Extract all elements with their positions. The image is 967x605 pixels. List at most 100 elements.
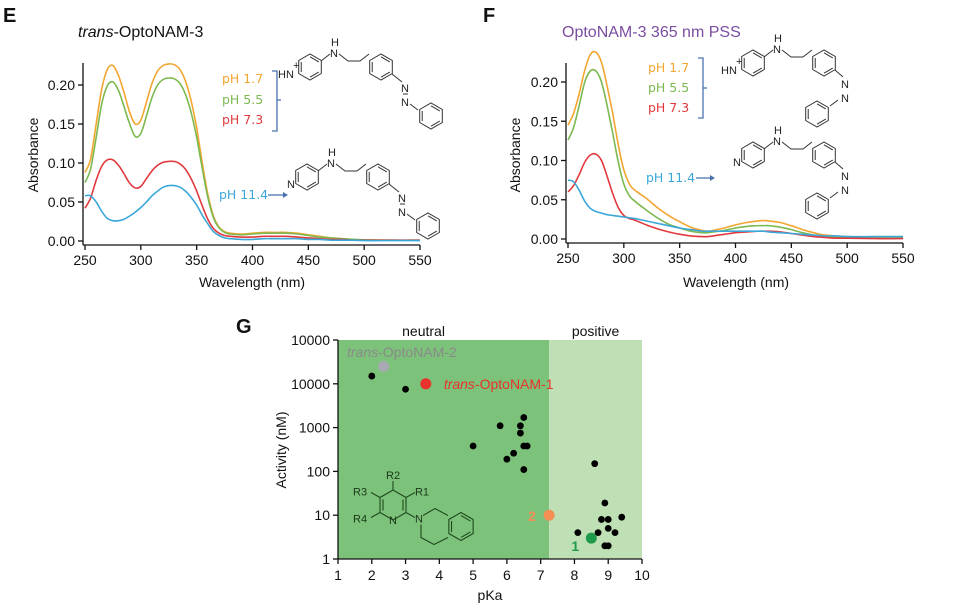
nh-h-label: H — [331, 37, 339, 49]
panel-f-title: OptoNAM-3 365 nm PSS — [562, 24, 741, 41]
double-bond — [752, 52, 763, 59]
data-point — [523, 442, 531, 450]
hn-label: HN — [721, 65, 737, 77]
series-line-ph-7-3 — [84, 158, 420, 242]
legend-bracket — [698, 57, 707, 119]
panel-f-curves — [567, 50, 904, 240]
panel-e-curves — [84, 63, 421, 242]
y-tick-label: 10 — [314, 507, 330, 523]
legend-ph-1-7: pH 1.7 — [222, 71, 263, 86]
double-bond — [460, 531, 471, 538]
highlight-label-1: 1 — [571, 538, 579, 554]
y-tick-label: 0.05 — [531, 192, 558, 208]
data-point — [510, 449, 518, 457]
x-tick-label: 500 — [835, 250, 859, 266]
n-label: N — [287, 179, 295, 191]
x-tick-label: 300 — [612, 250, 636, 266]
legend-ph-1-7: pH 1.7 — [648, 60, 689, 75]
x-tick-label: 5 — [469, 567, 477, 583]
right-arrow-icon — [268, 192, 288, 198]
bond — [320, 53, 331, 62]
n-label: N — [733, 157, 741, 169]
panel-f-axes: 250 300 350 400 450 500 550 0.00 0.05 0.10 0.15 0.2… — [531, 63, 915, 266]
region-positive — [549, 340, 642, 559]
bond — [405, 512, 416, 518]
data-point — [601, 499, 609, 507]
legend-ph-11-4: pH 11.4 — [219, 187, 268, 202]
y-tick-label: 10000 — [291, 332, 330, 348]
series-line-ph-11-4 — [567, 179, 903, 238]
data-point — [611, 529, 619, 537]
y-tick-label: 0.00 — [531, 231, 558, 247]
pyridine-ring — [298, 53, 322, 81]
double-bond — [816, 195, 827, 202]
panel-g: G neutral positive R1 R2 R3 R4 N N 1 2 3 4 5 6 7 8 9 10… — [236, 316, 650, 603]
thiq-n-label: N — [415, 514, 423, 526]
y-tick-label: 0.00 — [48, 233, 75, 249]
panel-letter-e: E — [3, 5, 16, 27]
label-italic: trans — [347, 344, 378, 360]
panel-letter-g: G — [236, 316, 252, 338]
data-point — [517, 422, 524, 430]
nh-n-label: N — [773, 44, 781, 56]
double-bond — [816, 210, 827, 217]
data-point — [469, 442, 477, 450]
double-bond — [752, 144, 763, 151]
plus-label: + — [293, 60, 299, 72]
double-bond — [752, 159, 763, 166]
pyridine-ring — [741, 141, 765, 169]
double-bond — [460, 515, 471, 522]
x-tick-label: 250 — [73, 252, 97, 268]
x-tick-label: 400 — [241, 252, 265, 268]
panel-e: E trans-OptoNAM-3 250 300 350 400 450 500 550 0… — [3, 5, 443, 290]
y-tick-label: 0.05 — [48, 194, 75, 210]
double-bond — [752, 67, 763, 74]
panel-g-points — [368, 372, 626, 550]
r1-label: R1 — [415, 487, 429, 499]
x-tick-label: 400 — [724, 250, 748, 266]
ring-bonds — [422, 507, 449, 516]
data-point — [618, 513, 626, 521]
series-line-ph-5-5 — [84, 77, 421, 242]
y-tick-label: 10000 — [291, 376, 330, 392]
data-point — [594, 529, 602, 537]
series-line-ph-1-7 — [567, 50, 904, 239]
terminal-phenyl-ring — [805, 100, 829, 128]
legend-ph-7-3: pH 7.3 — [648, 100, 689, 115]
data-point — [574, 529, 582, 537]
r2-label: R2 — [386, 470, 400, 482]
plus-label: + — [736, 56, 742, 68]
x-tick-label: 250 — [556, 250, 580, 266]
ethyl-chain — [335, 163, 367, 172]
nh-h-label: H — [774, 33, 782, 45]
ethyl-chain — [338, 53, 370, 62]
panel-e-xlabel: Wavelength (nm) — [199, 274, 305, 290]
bond — [829, 99, 839, 107]
double-bond — [427, 215, 438, 222]
phenyl-ring — [812, 141, 836, 169]
y-tick-label: 0.10 — [531, 153, 558, 169]
y-tick-label: 100 — [307, 463, 331, 479]
double-bond — [309, 56, 320, 63]
label-rest: -OptoNAM-2 — [378, 344, 457, 360]
x-tick-label: 350 — [668, 250, 692, 266]
legend-ph-11-4: pH 11.4 — [646, 170, 695, 185]
azo-n1: N — [398, 193, 406, 205]
panel-e-title: trans-OptoNAM-3 — [78, 24, 203, 41]
azo-n2: N — [841, 93, 849, 105]
panel-letter-f: F — [483, 5, 495, 27]
bond — [829, 191, 839, 199]
bond — [405, 492, 416, 498]
x-tick-label: 3 — [402, 567, 410, 583]
data-point — [604, 516, 612, 523]
data-point — [517, 429, 524, 437]
x-tick-label: 1 — [334, 567, 342, 583]
terminal-phenyl-ring — [805, 192, 829, 220]
double-bond — [377, 166, 388, 173]
data-point — [368, 372, 376, 380]
benzo-ring — [448, 511, 474, 542]
ring-n-label: N — [389, 515, 397, 527]
